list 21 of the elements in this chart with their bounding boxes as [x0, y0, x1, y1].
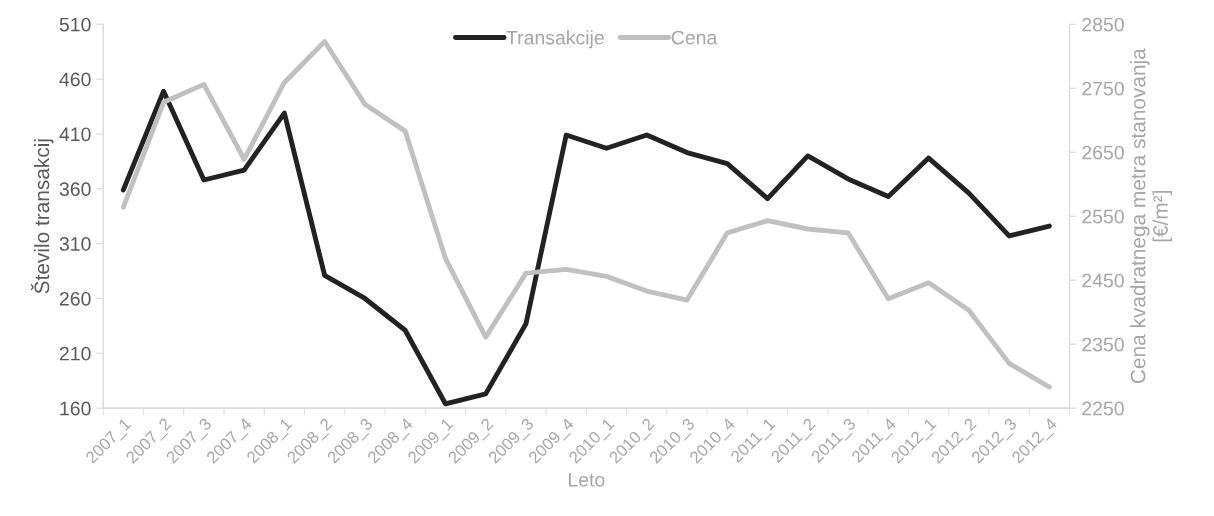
y2-tick-label: 2450: [1082, 273, 1124, 288]
y2-tick-label: 2550: [1082, 209, 1124, 224]
y-tick-label: 410: [59, 127, 91, 142]
x-axis-title: Leto: [569, 473, 605, 487]
y-tick-label: 210: [59, 346, 91, 361]
y-tick-label: 260: [59, 291, 91, 306]
y-tick-label: 460: [59, 72, 91, 87]
y-tick-label: 510: [59, 17, 91, 32]
y-tick-label: 160: [60, 401, 91, 416]
y2-tick-label: 2650: [1082, 145, 1124, 160]
y2-tick-label: 2250: [1082, 401, 1124, 416]
y-axis-title: Število transakcij: [30, 139, 54, 294]
y-tick-label: 360: [59, 182, 91, 197]
y-tick-label: 310: [59, 237, 91, 251]
y2-tick-label: 2350: [1082, 337, 1124, 352]
legend-label: Cena: [671, 30, 718, 45]
y2-tick-label: 2750: [1082, 81, 1124, 96]
line-series: [120, 88, 1052, 407]
y2-tick-label: 2850: [1082, 17, 1124, 32]
y2-axis-title: Cena kvadratnega metra stanovanja [€/m²]: [1130, 48, 1173, 384]
legend-label: Transakcije: [506, 30, 604, 49]
